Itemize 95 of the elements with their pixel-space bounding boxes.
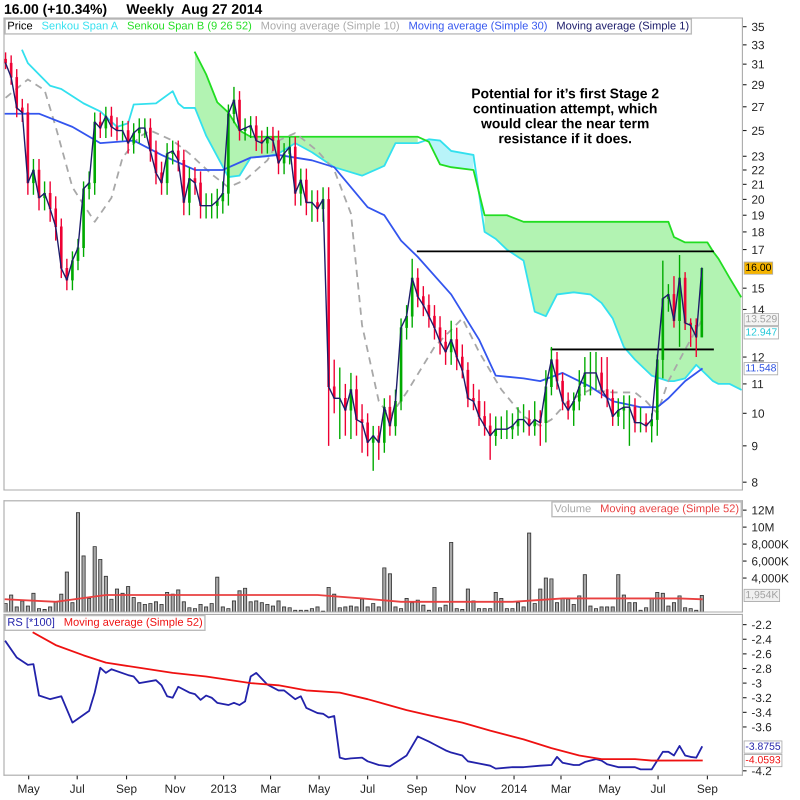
y-tick-label: 12M <box>752 506 774 514</box>
line-series <box>32 632 703 762</box>
candlestick <box>272 126 274 152</box>
y-tick-label: 23 <box>752 152 764 161</box>
series-label: RS [*100] <box>8 618 54 628</box>
x-tick-label: Nov <box>166 784 186 793</box>
candlestick <box>188 166 191 216</box>
y-tick-label: -4.2 <box>752 766 772 776</box>
candlestick <box>516 406 520 436</box>
y-tick-label: 21 <box>752 180 764 189</box>
text: 13.529 <box>746 315 777 322</box>
x-tick-label: Nov <box>456 784 476 793</box>
text: -3.8755 <box>746 742 780 750</box>
text: Moving average (Simple 10) <box>262 21 399 32</box>
y-tick-label: 33 <box>752 40 764 50</box>
y-tick-label: 19 <box>752 211 764 220</box>
candlestick <box>154 140 158 186</box>
y-tick-label: 9 <box>752 442 758 450</box>
candlestick <box>282 142 286 175</box>
x-tick-label: May <box>599 784 621 796</box>
y-tick-label: 27 <box>752 102 764 112</box>
text: Volume <box>554 504 591 512</box>
candlestick <box>199 170 202 220</box>
y-tick-label: 4,000K <box>752 574 789 584</box>
text: Senkou Span A <box>42 21 118 32</box>
candlestick <box>277 130 280 175</box>
y-tick-label: 18 <box>752 228 764 236</box>
y-tick-label: -3.2 <box>752 694 772 702</box>
x-tick-label: Jul <box>650 784 665 793</box>
line-series <box>4 640 703 770</box>
text: Moving average (Simple 52) <box>601 504 738 514</box>
x-tick-label: Sep <box>697 784 718 796</box>
candlestick <box>600 356 603 399</box>
y-tick-label: 31 <box>752 60 764 69</box>
y-tick-label: 11 <box>752 380 764 388</box>
line-series <box>21 50 742 390</box>
series-label: Moving average (Simple 52) <box>64 618 202 628</box>
y-tick-label: -2.6 <box>752 650 772 658</box>
text: -4.0593 <box>746 756 780 764</box>
x-tick-label: Mar <box>261 784 281 793</box>
y-tick-label: 15 <box>752 284 764 293</box>
y-tick-label: 25 <box>752 126 764 135</box>
y-tick-label: -3.6 <box>752 722 772 732</box>
line-series <box>194 52 742 298</box>
chart-title: 16.00 (+10.34%) Weekly Aug 27 2014 <box>4 4 262 17</box>
text: 1,954K <box>746 590 778 600</box>
y-tick-label: -3.4 <box>752 708 772 717</box>
x-tick-label: Sep <box>116 784 137 796</box>
text: 12.947 <box>746 328 777 336</box>
y-tick-label: 8,000K <box>752 540 789 550</box>
candlestick <box>511 412 514 440</box>
y-tick-label: -2.2 <box>752 620 772 629</box>
y-tick-label: 8 <box>752 478 758 487</box>
y-tick-label: 12 <box>752 353 764 362</box>
y-tick-label: -3 <box>752 679 762 688</box>
text: Moving average (Simple 1) <box>557 21 688 32</box>
x-tick-label: Jul <box>360 784 374 793</box>
x-tick-label: Jul <box>70 784 84 793</box>
text: 16.00 <box>746 264 772 271</box>
x-tick-label: May <box>308 784 330 796</box>
candlestick <box>483 400 486 436</box>
y-tick-label: 29 <box>752 80 764 90</box>
candlestick <box>428 294 430 328</box>
candlestick <box>478 388 480 427</box>
y-tick-label: 35 <box>752 22 764 32</box>
y-tick-label: 20 <box>752 195 764 204</box>
candlestick <box>110 106 113 138</box>
candlestick <box>556 351 558 390</box>
text: Senkou Span B (9 26 52) <box>128 21 252 32</box>
candlestick <box>194 166 196 196</box>
legend-title: Price <box>8 21 32 30</box>
candlestick <box>360 404 364 454</box>
y-tick-label: 17 <box>752 246 764 254</box>
x-tick-label: Mar <box>552 784 571 793</box>
y-tick-label: -2.8 <box>752 664 772 673</box>
candlestick <box>438 315 442 356</box>
candlestick <box>71 250 74 291</box>
y-tick-label: -2.4 <box>752 635 772 644</box>
y-tick-label: 10M <box>752 523 774 532</box>
y-tick-label: 6,000K <box>752 557 789 567</box>
x-tick-label: 2013 <box>211 784 236 793</box>
x-tick-label: May <box>18 784 40 796</box>
candlestick <box>561 372 564 411</box>
x-tick-label: 2014 <box>502 784 527 793</box>
candlestick <box>634 398 636 434</box>
candlestick <box>4 52 7 70</box>
text: 11.548 <box>746 364 776 372</box>
y-tick-label: 22 <box>752 166 764 174</box>
line-series <box>4 594 703 603</box>
candlestick <box>433 304 436 340</box>
candlestick <box>149 118 152 162</box>
text: Moving average (Simple 30) <box>409 21 547 32</box>
x-tick-label: Sep <box>406 784 427 796</box>
y-tick-label: 10 <box>752 409 764 418</box>
annotation: Potential for it’s first Stage 2 continuation attempt, which would clear the near term resistance if it does. <box>472 88 659 144</box>
